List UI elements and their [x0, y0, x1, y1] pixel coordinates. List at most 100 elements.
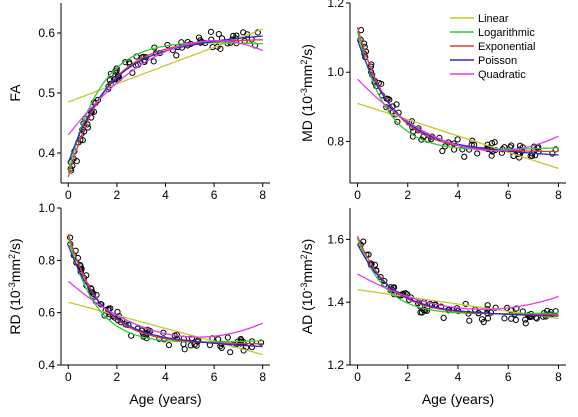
- x-tick-label: 4: [455, 188, 462, 202]
- fit-line-logarithmic: [356, 237, 559, 315]
- data-point: [215, 31, 222, 38]
- fit-line-linear: [357, 102, 559, 170]
- data-point: [112, 75, 119, 83]
- fit-line-poisson: [67, 244, 263, 348]
- x-tick-label: 8: [259, 188, 266, 202]
- y-tick-label: 1.0: [38, 201, 55, 215]
- fit-line-logarithmic: [67, 237, 263, 343]
- data-point: [534, 144, 541, 151]
- legend-label: Exponential: [478, 41, 536, 53]
- y-tick-label: 0.4: [38, 358, 55, 372]
- data-point: [440, 314, 447, 321]
- data-point: [394, 118, 401, 125]
- fit-line-logarithmic: [67, 42, 263, 173]
- x-tick-label: 2: [114, 370, 121, 384]
- legend-label: Quadratic: [478, 69, 526, 81]
- data-point: [165, 341, 173, 349]
- data-point: [187, 342, 194, 349]
- y-tick-label: 0.6: [38, 306, 55, 320]
- fit-line-quadratic: [67, 40, 263, 136]
- x-axis-label: Age (years): [129, 391, 201, 407]
- x-axis-label: Age (years): [422, 391, 494, 407]
- data-point: [195, 337, 202, 344]
- data-point: [215, 336, 222, 343]
- data-point: [224, 334, 231, 341]
- data-point: [418, 136, 425, 143]
- data-point: [501, 315, 508, 322]
- data-point: [393, 101, 400, 108]
- data-point: [491, 139, 498, 146]
- fit-line-poisson: [356, 243, 559, 317]
- fit-line-quadratic: [357, 273, 559, 310]
- fit-line-exponential: [356, 236, 559, 316]
- y-axis-label: MD (10-3mm2/s): [299, 44, 315, 142]
- fit-line-quadratic: [357, 78, 559, 152]
- data-point: [492, 304, 499, 311]
- y-axis-label: RD (10-3mm2/s): [7, 238, 23, 334]
- x-tick-label: 6: [211, 188, 218, 202]
- x-tick-label: 8: [555, 188, 562, 202]
- data-point: [257, 339, 265, 346]
- x-tick-label: 8: [259, 370, 266, 384]
- data-point: [248, 344, 256, 351]
- panel-fa: 0 2 4 6 8 0.4 0.5 0.6 FA: [7, 3, 270, 202]
- y-axis-label: AD (10-3mm2/s): [299, 239, 315, 335]
- data-point: [113, 65, 120, 72]
- panel-rd: 0 2 4 6 8 0.4 0.6 0.8 1.0 RD (10-3mm2/s) Age (year…: [7, 201, 270, 407]
- y-tick-label: 0.5: [38, 86, 55, 100]
- data-point: [466, 317, 473, 324]
- y-tick-label: 1.2: [327, 358, 344, 372]
- data-point: [107, 70, 114, 77]
- data-point: [513, 305, 520, 312]
- data-point: [478, 316, 486, 323]
- fit-line-exponential: [67, 234, 263, 345]
- data-point: [439, 147, 446, 155]
- fit-line-poisson: [356, 39, 559, 156]
- panel-ad: 0 2 4 6 8 1.2 1.4 1.6 AD (10-3mm2/s) Age (years): [299, 208, 566, 407]
- fit-line-poisson: [67, 35, 263, 164]
- x-tick-label: 0: [65, 370, 72, 384]
- data-point: [522, 316, 529, 323]
- x-tick-label: 0: [354, 370, 361, 384]
- x-tick-label: 2: [114, 188, 121, 202]
- data-point: [461, 153, 468, 160]
- x-tick-label: 6: [211, 370, 218, 384]
- x-tick-label: 6: [505, 370, 512, 384]
- y-tick-label: 0.6: [38, 26, 55, 40]
- data-point: [126, 59, 133, 66]
- x-tick-label: 0: [354, 188, 361, 202]
- y-tick-label: 0.8: [38, 253, 55, 267]
- x-tick-label: 8: [555, 370, 562, 384]
- y-axis-label: FA: [7, 84, 23, 102]
- legend-label: Logarithmic: [478, 27, 535, 39]
- data-point: [462, 300, 469, 308]
- data-point: [522, 320, 529, 327]
- legend-label: Poisson: [478, 55, 517, 67]
- legend-label: Linear: [478, 13, 509, 25]
- x-tick-label: 4: [162, 188, 169, 202]
- fit-line-quadratic: [67, 280, 263, 338]
- legend: Linear Logarithmic Exponential Poisson Quadr…: [450, 13, 536, 81]
- data-point: [227, 349, 234, 356]
- panel-md: 0 2 4 6 8 0.8 1.0 1.2 MD (10-3mm2/s): [299, 0, 566, 202]
- data-point: [508, 315, 515, 322]
- data-point: [181, 346, 188, 353]
- data-point: [173, 52, 180, 59]
- x-tick-label: 2: [404, 370, 411, 384]
- y-tick-label: 1.6: [327, 232, 344, 246]
- x-tick-label: 4: [162, 370, 169, 384]
- x-tick-label: 6: [505, 188, 512, 202]
- y-tick-label: 1.4: [327, 295, 344, 309]
- data-point: [195, 34, 203, 41]
- data-point: [218, 344, 225, 352]
- data-point: [516, 154, 523, 161]
- data-point: [101, 312, 108, 319]
- x-tick-label: 2: [404, 188, 411, 202]
- data-point: [377, 274, 384, 281]
- data-point: [381, 277, 388, 285]
- data-point: [150, 58, 157, 65]
- data-point: [240, 29, 247, 36]
- data-point: [368, 61, 375, 68]
- data-point: [217, 45, 224, 52]
